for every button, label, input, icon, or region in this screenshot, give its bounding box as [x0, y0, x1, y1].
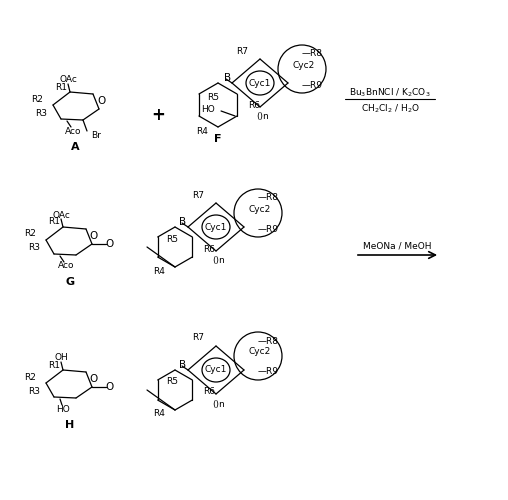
Text: R6: R6: [203, 244, 215, 254]
Text: Cyc2: Cyc2: [293, 60, 315, 70]
Text: CH$_2$Cl$_2$ / H$_2$O: CH$_2$Cl$_2$ / H$_2$O: [361, 103, 420, 116]
Text: R3: R3: [28, 386, 40, 396]
Text: R7: R7: [192, 334, 204, 342]
Text: HO: HO: [56, 404, 70, 413]
Text: Cyc1: Cyc1: [205, 222, 227, 232]
Text: —R8: —R8: [258, 336, 279, 345]
Text: B: B: [225, 73, 232, 83]
Text: R4: R4: [153, 410, 165, 418]
Text: H: H: [66, 420, 75, 430]
Text: HO: HO: [201, 104, 215, 114]
Text: ()n: ()n: [213, 400, 226, 408]
Text: O: O: [90, 374, 98, 384]
Text: B: B: [179, 217, 186, 227]
Text: ()n: ()n: [257, 112, 269, 122]
Text: R1: R1: [48, 360, 60, 370]
Text: R3: R3: [35, 108, 47, 118]
Text: —R8: —R8: [302, 50, 323, 58]
Text: OH: OH: [54, 354, 68, 362]
Text: A: A: [71, 142, 79, 152]
Text: R5: R5: [207, 94, 219, 102]
Text: OAc: OAc: [52, 210, 70, 220]
Text: —R8: —R8: [258, 194, 279, 202]
Text: Cyc2: Cyc2: [249, 348, 271, 356]
Text: R4: R4: [153, 266, 165, 276]
Text: O: O: [106, 382, 114, 392]
Text: OAc: OAc: [59, 76, 77, 84]
Text: —R9: —R9: [302, 80, 323, 90]
Text: —R9: —R9: [258, 224, 279, 234]
Text: R6: R6: [248, 100, 260, 110]
Text: B: B: [179, 360, 186, 370]
Text: G: G: [66, 277, 75, 287]
Text: F: F: [214, 134, 222, 144]
Text: R1: R1: [55, 82, 67, 92]
Text: ()n: ()n: [213, 256, 226, 266]
Text: —R9: —R9: [258, 368, 279, 376]
Text: R6: R6: [203, 388, 215, 396]
Text: R5: R5: [166, 234, 178, 244]
Text: R4: R4: [196, 126, 208, 136]
Text: R7: R7: [236, 46, 248, 56]
Text: Cyc1: Cyc1: [249, 78, 271, 88]
Text: Cyc2: Cyc2: [249, 204, 271, 214]
Text: R2: R2: [24, 372, 36, 382]
Text: R2: R2: [24, 230, 36, 238]
Text: R5: R5: [166, 378, 178, 386]
Text: Aco: Aco: [65, 126, 81, 136]
Text: O: O: [106, 239, 114, 249]
Text: O: O: [97, 96, 105, 106]
Text: Aco: Aco: [58, 262, 74, 270]
Text: R1: R1: [48, 218, 60, 226]
Text: R2: R2: [31, 94, 43, 104]
Text: Cyc1: Cyc1: [205, 366, 227, 374]
Text: Bu$_3$BnNCl / K$_2$CO$_3$: Bu$_3$BnNCl / K$_2$CO$_3$: [349, 87, 431, 99]
Text: MeONa / MeOH: MeONa / MeOH: [363, 242, 432, 250]
Text: +: +: [151, 106, 165, 124]
Text: R3: R3: [28, 244, 40, 252]
Text: Br: Br: [91, 130, 101, 140]
Text: O: O: [90, 231, 98, 241]
Text: R7: R7: [192, 190, 204, 200]
